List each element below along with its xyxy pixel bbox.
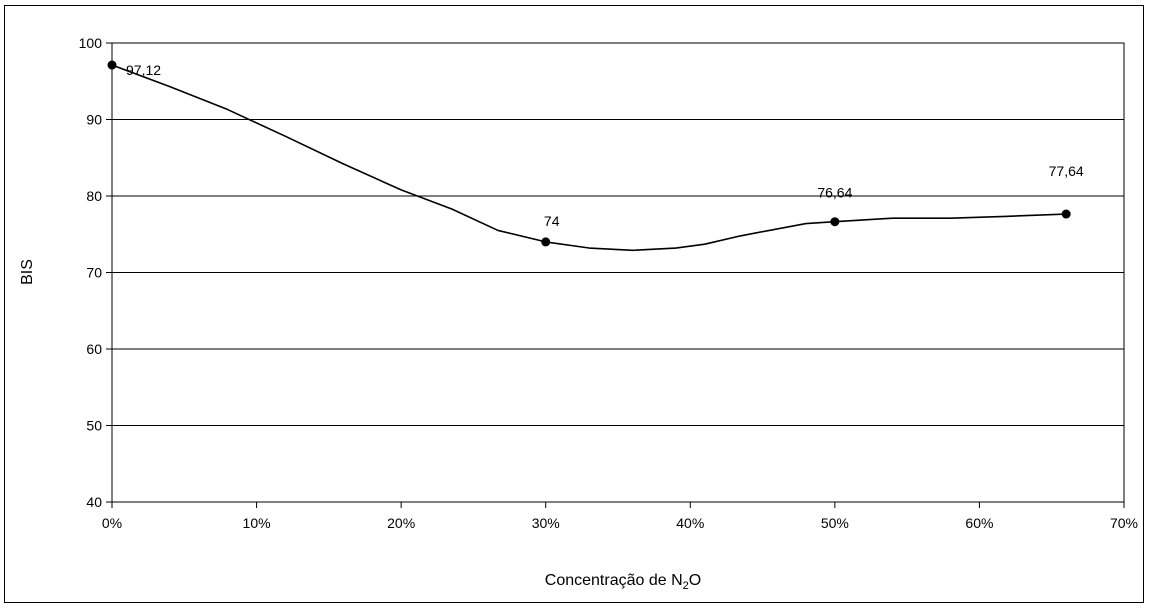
x-tick-label: 10% (243, 515, 271, 531)
x-tick-label: 40% (676, 515, 704, 531)
data-label: 97,12 (126, 62, 161, 78)
x-tick-label: 50% (821, 515, 849, 531)
y-tick-label: 50 (86, 418, 102, 434)
x-tick-label: 20% (387, 515, 415, 531)
y-tick-label: 90 (86, 112, 102, 128)
data-point (1061, 209, 1071, 219)
x-tick-label: 30% (532, 515, 560, 531)
data-label: 76,64 (817, 185, 852, 201)
x-tick-label: 0% (102, 515, 122, 531)
axes: 40 50 60 70 80 90 100 0% 10% 20% 30% 40% 50% 60% 70% (79, 35, 1138, 531)
chart-frame (4, 5, 1144, 603)
x-axis-title-suffix: O (689, 572, 701, 589)
series-line (111, 64, 1067, 252)
x-tick-label: 60% (965, 515, 993, 531)
y-axis-title: BIS (19, 259, 36, 285)
labels-group: 97,12 74 76,64 77,64 (126, 62, 1084, 229)
x-axis-title: Concentração de N2O (545, 572, 701, 592)
y-tick-label: 80 (86, 188, 102, 204)
y-tick-label: 40 (86, 494, 102, 510)
data-label: 74 (544, 213, 560, 229)
y-tick-label: 60 (86, 341, 102, 357)
x-axis-title-main: Concentração de N (545, 572, 683, 589)
data-point (541, 237, 551, 247)
gridlines (111, 42, 1125, 503)
y-tick-label: 100 (79, 35, 103, 51)
data-point (107, 60, 117, 70)
data-label: 77,64 (1049, 163, 1084, 179)
data-point (830, 217, 840, 227)
y-tick-label: 70 (86, 265, 102, 281)
x-axis-title-subscript: 2 (683, 580, 689, 592)
x-tick-label: 70% (1110, 515, 1138, 531)
series-group (107, 60, 1071, 252)
